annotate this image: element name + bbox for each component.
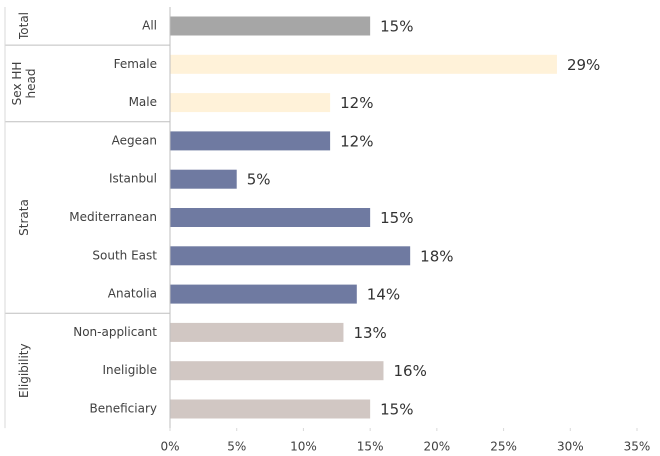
group-label-text: Total xyxy=(17,12,31,40)
category-label: Istanbul xyxy=(109,172,157,186)
category-label: Non-applicant xyxy=(73,325,157,339)
value-label: 12% xyxy=(340,94,373,112)
category-label: Beneficiary xyxy=(90,402,157,416)
x-tick-label: 20% xyxy=(424,440,451,454)
group-label-box: Eligibility xyxy=(17,343,31,399)
value-label: 5% xyxy=(247,171,271,189)
value-label: 12% xyxy=(340,132,373,150)
category-label: Ineligible xyxy=(103,363,157,377)
bar xyxy=(170,16,371,36)
group-label: Total xyxy=(17,12,31,40)
bar xyxy=(170,169,237,189)
value-label: 15% xyxy=(380,401,413,419)
bar xyxy=(170,399,371,419)
group-label-box: Total xyxy=(17,12,31,40)
category-label: Female xyxy=(114,57,157,71)
group-label-box: Sex HH head xyxy=(10,61,38,106)
category-label: All xyxy=(142,19,157,33)
value-label: 14% xyxy=(367,286,400,304)
bar xyxy=(170,246,411,266)
group-label-text: Sex HH head xyxy=(10,61,38,106)
category-label: Mediterranean xyxy=(69,210,157,224)
value-label: 15% xyxy=(380,209,413,227)
category-label: Aegean xyxy=(112,133,157,147)
bar xyxy=(170,322,344,342)
x-tick-label: 5% xyxy=(227,440,246,454)
value-label: 16% xyxy=(393,362,426,380)
group-label-text: Strata xyxy=(17,199,31,236)
x-tick-label: 15% xyxy=(357,440,384,454)
category-label: Male xyxy=(129,95,157,109)
group-label: Strata xyxy=(17,199,31,236)
group-label: Sex HH head xyxy=(10,61,38,106)
value-label: 18% xyxy=(420,247,453,265)
bar xyxy=(170,131,331,151)
group-label-text: Eligibility xyxy=(17,343,31,399)
bar xyxy=(170,284,357,304)
group-label: Eligibility xyxy=(17,343,31,399)
category-label: Anatolia xyxy=(108,287,157,301)
group-label-box: Strata xyxy=(17,199,31,236)
x-tick-label: 10% xyxy=(290,440,317,454)
x-tick-label: 35% xyxy=(624,440,651,454)
value-label: 13% xyxy=(353,324,386,342)
x-tick-label: 25% xyxy=(490,440,517,454)
category-label: South East xyxy=(92,248,157,262)
x-tick-label: 30% xyxy=(557,440,584,454)
value-label: 29% xyxy=(567,56,600,74)
bar xyxy=(170,208,371,227)
value-label: 15% xyxy=(380,18,413,36)
bar xyxy=(170,361,384,381)
x-tick-label: 0% xyxy=(160,440,179,454)
bar xyxy=(170,93,331,113)
bar xyxy=(170,54,557,74)
